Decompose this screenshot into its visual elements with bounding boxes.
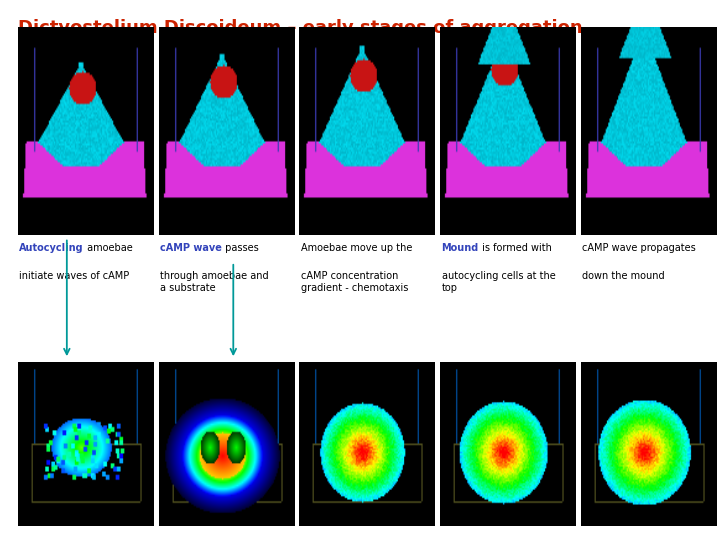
Text: down the mound: down the mound <box>582 271 665 281</box>
Text: is formed with: is formed with <box>479 243 552 253</box>
Text: cAMP concentration
gradient - chemotaxis: cAMP concentration gradient - chemotaxis <box>301 271 408 293</box>
Text: Mound: Mound <box>441 243 479 253</box>
Text: autocycling cells at the
top: autocycling cells at the top <box>441 271 555 293</box>
Text: through amoebae and
a substrate: through amoebae and a substrate <box>160 271 269 293</box>
Text: Amoebae move up the: Amoebae move up the <box>301 243 412 253</box>
Text: Autocycling: Autocycling <box>19 243 84 253</box>
Text: amoebae: amoebae <box>84 243 132 253</box>
Text: passes: passes <box>222 243 258 253</box>
Text: Dictyostelium Discoideum – early stages of aggregation: Dictyostelium Discoideum – early stages … <box>18 19 582 37</box>
Text: cAMP wave: cAMP wave <box>160 243 222 253</box>
Text: initiate waves of cAMP: initiate waves of cAMP <box>19 271 130 281</box>
Text: cAMP wave propagates: cAMP wave propagates <box>582 243 696 253</box>
